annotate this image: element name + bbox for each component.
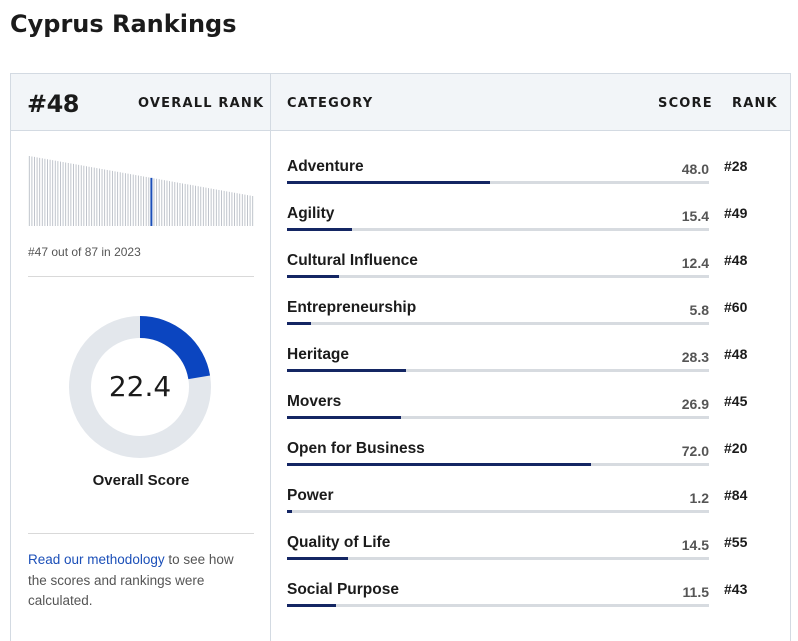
score-bar-track [287, 604, 709, 607]
category-score: 28.3 [681, 349, 709, 365]
methodology-note: Read our methodology to see how the scor… [28, 550, 254, 612]
category-rank: #49 [724, 205, 748, 221]
score-bar-fill [287, 322, 312, 325]
category-column-header: CATEGORY [287, 96, 374, 111]
category-rank: #45 [724, 393, 748, 409]
category-row: Quality of Life 14.5 #55 [287, 534, 787, 581]
score-bar-track [287, 557, 709, 560]
category-rank: #48 [724, 252, 748, 268]
category-score: 15.4 [681, 208, 709, 224]
category-rank: #60 [724, 299, 748, 315]
category-row: Cultural Influence 12.4 #48 [287, 252, 787, 299]
category-name: Agility [287, 205, 335, 222]
overall-rank-label: OVERALL RANK [138, 96, 265, 111]
category-rank: #20 [724, 440, 748, 456]
score-bar-track [287, 416, 709, 419]
category-row: Movers 26.9 #45 [287, 393, 787, 440]
score-bar-track [287, 322, 709, 325]
category-row: Social Purpose 11.5 #43 [287, 581, 787, 628]
score-bar-fill [287, 181, 490, 184]
score-bar-track [287, 463, 709, 466]
score-bar-track [287, 181, 709, 184]
category-row: Entrepreneurship 5.8 #60 [287, 299, 787, 346]
rank-column-header: RANK [732, 96, 778, 111]
category-name: Social Purpose [287, 581, 399, 598]
category-score: 48.0 [681, 161, 709, 177]
category-rank: #43 [724, 581, 748, 597]
score-bar-fill [287, 369, 407, 372]
panel-header: #48 OVERALL RANK CATEGORY SCORE RANK [11, 74, 790, 131]
category-row: Adventure 48.0 #28 [287, 158, 787, 205]
category-row: Agility 15.4 #49 [287, 205, 787, 252]
overall-score-label: Overall Score [92, 472, 190, 489]
overall-rank-value: #48 [27, 90, 80, 118]
rankings-panel: #48 OVERALL RANK CATEGORY SCORE RANK #47… [10, 73, 791, 641]
column-divider [270, 74, 271, 641]
category-score: 14.5 [681, 537, 709, 553]
donut-arc [69, 316, 211, 458]
category-name: Entrepreneurship [287, 299, 417, 316]
category-rank: #48 [724, 346, 748, 362]
category-row: Open for Business 72.0 #20 [287, 440, 787, 487]
category-score: 11.5 [682, 584, 709, 600]
rank-history-text: #47 out of 87 in 2023 [28, 245, 141, 259]
methodology-link[interactable]: Read our methodology [28, 552, 165, 567]
category-score: 12.4 [681, 255, 709, 271]
score-bar-track [287, 228, 709, 231]
score-bar-track [287, 275, 709, 278]
category-score: 72.0 [681, 443, 709, 459]
divider [28, 533, 254, 534]
category-row: Heritage 28.3 #48 [287, 346, 787, 393]
category-name: Open for Business [287, 440, 425, 457]
category-score: 26.9 [681, 396, 709, 412]
category-rank: #84 [724, 487, 748, 503]
score-bar-track [287, 510, 709, 513]
score-bar-fill [287, 275, 340, 278]
category-rank: #28 [724, 158, 748, 174]
category-name: Power [287, 487, 334, 504]
overall-score-donut [69, 316, 211, 458]
score-column-header: SCORE [658, 96, 713, 111]
category-score: 1.2 [689, 490, 709, 506]
overall-score-value: 22.4 [108, 370, 172, 403]
category-row: Power 1.2 #84 [287, 487, 787, 534]
score-bar-fill [287, 228, 352, 231]
category-rank: #55 [724, 534, 748, 550]
score-bar-fill [287, 416, 401, 419]
score-bar-fill [287, 463, 591, 466]
category-name: Quality of Life [287, 534, 391, 551]
category-name: Cultural Influence [287, 252, 418, 269]
score-bar-fill [287, 557, 349, 560]
category-score: 5.8 [689, 302, 709, 318]
methodology-text: to see how the scores and rankings were … [28, 552, 234, 608]
score-bar-track [287, 369, 709, 372]
category-name: Movers [287, 393, 342, 410]
rank-history-sparkline [28, 156, 254, 226]
page-title: Cyprus Rankings [10, 10, 237, 38]
score-bar-fill [287, 604, 336, 607]
category-name: Adventure [287, 158, 364, 175]
score-bar-fill [287, 510, 293, 513]
divider [28, 276, 254, 277]
category-name: Heritage [287, 346, 350, 363]
